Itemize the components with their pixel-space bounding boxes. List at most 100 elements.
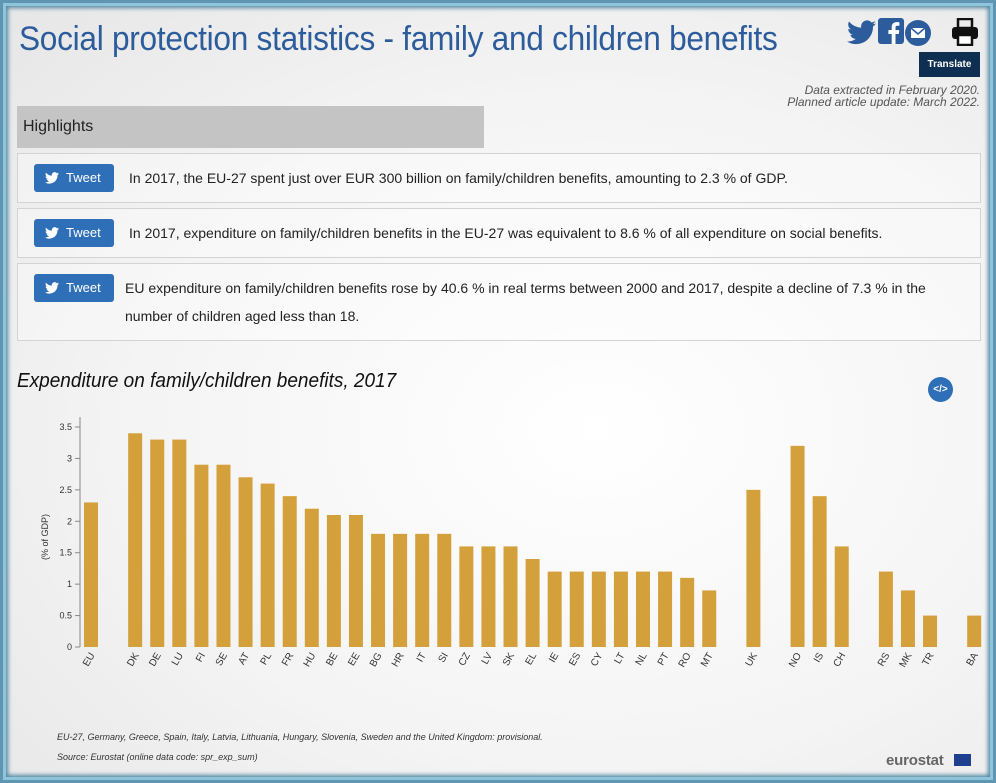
tweet-button[interactable]: Tweet (34, 219, 114, 247)
y-tick-label: 2 (67, 516, 72, 526)
x-tick-label: HU (302, 651, 319, 669)
page-frame: Social protection statistics - family an… (3, 3, 993, 780)
x-tick-label: DE (147, 651, 164, 669)
bar (304, 508, 319, 647)
x-tick-label: LU (170, 651, 186, 668)
x-tick-label: LV (480, 651, 495, 667)
x-tick-label: BG (368, 651, 385, 669)
eu-flag-icon (954, 754, 971, 766)
bar (128, 433, 143, 647)
x-tick-label: RS (876, 651, 893, 669)
x-tick-label: CH (832, 651, 849, 669)
x-tick-label: FI (194, 651, 208, 664)
x-tick-label: TR (920, 651, 936, 668)
extraction-date: Data extracted in February 2020. (804, 83, 980, 97)
bar (238, 477, 253, 647)
tweet-label: Tweet (66, 170, 101, 185)
highlight-item: Tweet In 2017, the EU-27 spent just over… (17, 153, 981, 203)
x-tick-label: MT (699, 651, 716, 669)
tweet-button[interactable]: Tweet (34, 274, 114, 302)
bar (547, 571, 562, 647)
x-tick-label: EL (524, 651, 540, 667)
bar (481, 546, 496, 647)
x-tick-label: LT (613, 651, 628, 666)
bar (746, 489, 761, 647)
bar (84, 502, 98, 647)
bar (437, 533, 452, 647)
x-tick-label: EU (81, 651, 97, 669)
planned-update: Planned article update: March 2022. (787, 95, 980, 109)
x-tick-label: RO (677, 651, 694, 670)
bar (393, 533, 408, 647)
y-tick-label: 1 (67, 579, 72, 589)
twitter-bird-icon (45, 227, 59, 239)
x-tick-label: SI (437, 651, 451, 665)
x-tick-label: ES (567, 651, 583, 668)
bar (216, 464, 231, 647)
x-tick-label: PT (656, 651, 672, 668)
bar (569, 571, 584, 647)
embed-code-button[interactable]: </> (928, 377, 953, 402)
y-tick-label: 0 (67, 642, 72, 652)
bar (636, 571, 650, 647)
x-tick-label: FR (280, 651, 296, 668)
x-tick-label: HR (390, 651, 407, 669)
bar (878, 571, 893, 647)
bar (658, 571, 673, 647)
x-tick-label: CZ (457, 651, 473, 668)
tweet-button[interactable]: Tweet (34, 164, 114, 192)
bar (150, 439, 165, 647)
y-tick-label: 1.5 (59, 548, 72, 558)
bar (967, 615, 982, 647)
x-tick-label: MK (898, 651, 915, 670)
print-icon[interactable] (951, 18, 979, 46)
highlight-item: Tweet EU expenditure on family/children … (17, 263, 981, 341)
bar (326, 515, 341, 647)
translate-button[interactable]: Translate (919, 52, 980, 77)
bar (194, 464, 209, 647)
facebook-icon[interactable] (878, 18, 904, 44)
bar (525, 559, 540, 647)
highlight-item: Tweet In 2017, expenditure on family/chi… (17, 208, 981, 258)
bar (503, 546, 518, 647)
x-tick-label: CY (589, 651, 606, 669)
bar (348, 515, 363, 647)
highlight-text: EU expenditure on family/children benefi… (125, 280, 926, 324)
x-tick-label: NL (634, 651, 650, 668)
bar (702, 590, 717, 647)
x-tick-label: SK (501, 651, 517, 668)
bar (923, 615, 938, 647)
y-tick-label: 3.5 (59, 422, 72, 432)
bar (812, 496, 827, 647)
bar (415, 533, 430, 647)
bar (900, 590, 915, 647)
bar (260, 483, 275, 647)
y-tick-label: 2.5 (59, 485, 72, 495)
footnote: EU-27, Germany, Greece, Spain, Italy, La… (57, 732, 543, 742)
bar (591, 571, 606, 647)
bar (834, 546, 849, 647)
x-tick-label: BE (324, 651, 340, 668)
highlights-heading: Highlights (17, 106, 484, 148)
twitter-bird-icon (45, 172, 59, 184)
y-tick-label: 3 (67, 453, 72, 463)
x-tick-label: NO (787, 651, 804, 670)
bar (790, 445, 805, 647)
x-tick-label: DK (125, 651, 142, 669)
twitter-icon[interactable] (847, 20, 876, 45)
bar (613, 571, 628, 647)
bar (371, 533, 386, 647)
twitter-bird-icon (45, 282, 59, 294)
source-note: Source: Eurostat (online data code: spr_… (57, 752, 258, 762)
y-tick-label: 0.5 (59, 611, 72, 621)
x-tick-label: IE (547, 651, 561, 665)
tweet-label: Tweet (66, 225, 101, 240)
y-axis-label: (% of GDP) (40, 514, 50, 560)
chart-title: Expenditure on family/children benefits,… (17, 370, 397, 392)
highlight-text: In 2017, expenditure on family/children … (129, 225, 883, 241)
x-tick-label: SE (214, 651, 230, 668)
bar (459, 546, 474, 647)
email-icon[interactable] (905, 20, 931, 46)
highlight-text: In 2017, the EU-27 spent just over EUR 3… (129, 170, 788, 186)
bar-chart: 0 0.5 1 1.5 2 2.5 3 3.5 (% of GDP) EU DK DE LU FI SE AT… (40, 417, 982, 670)
